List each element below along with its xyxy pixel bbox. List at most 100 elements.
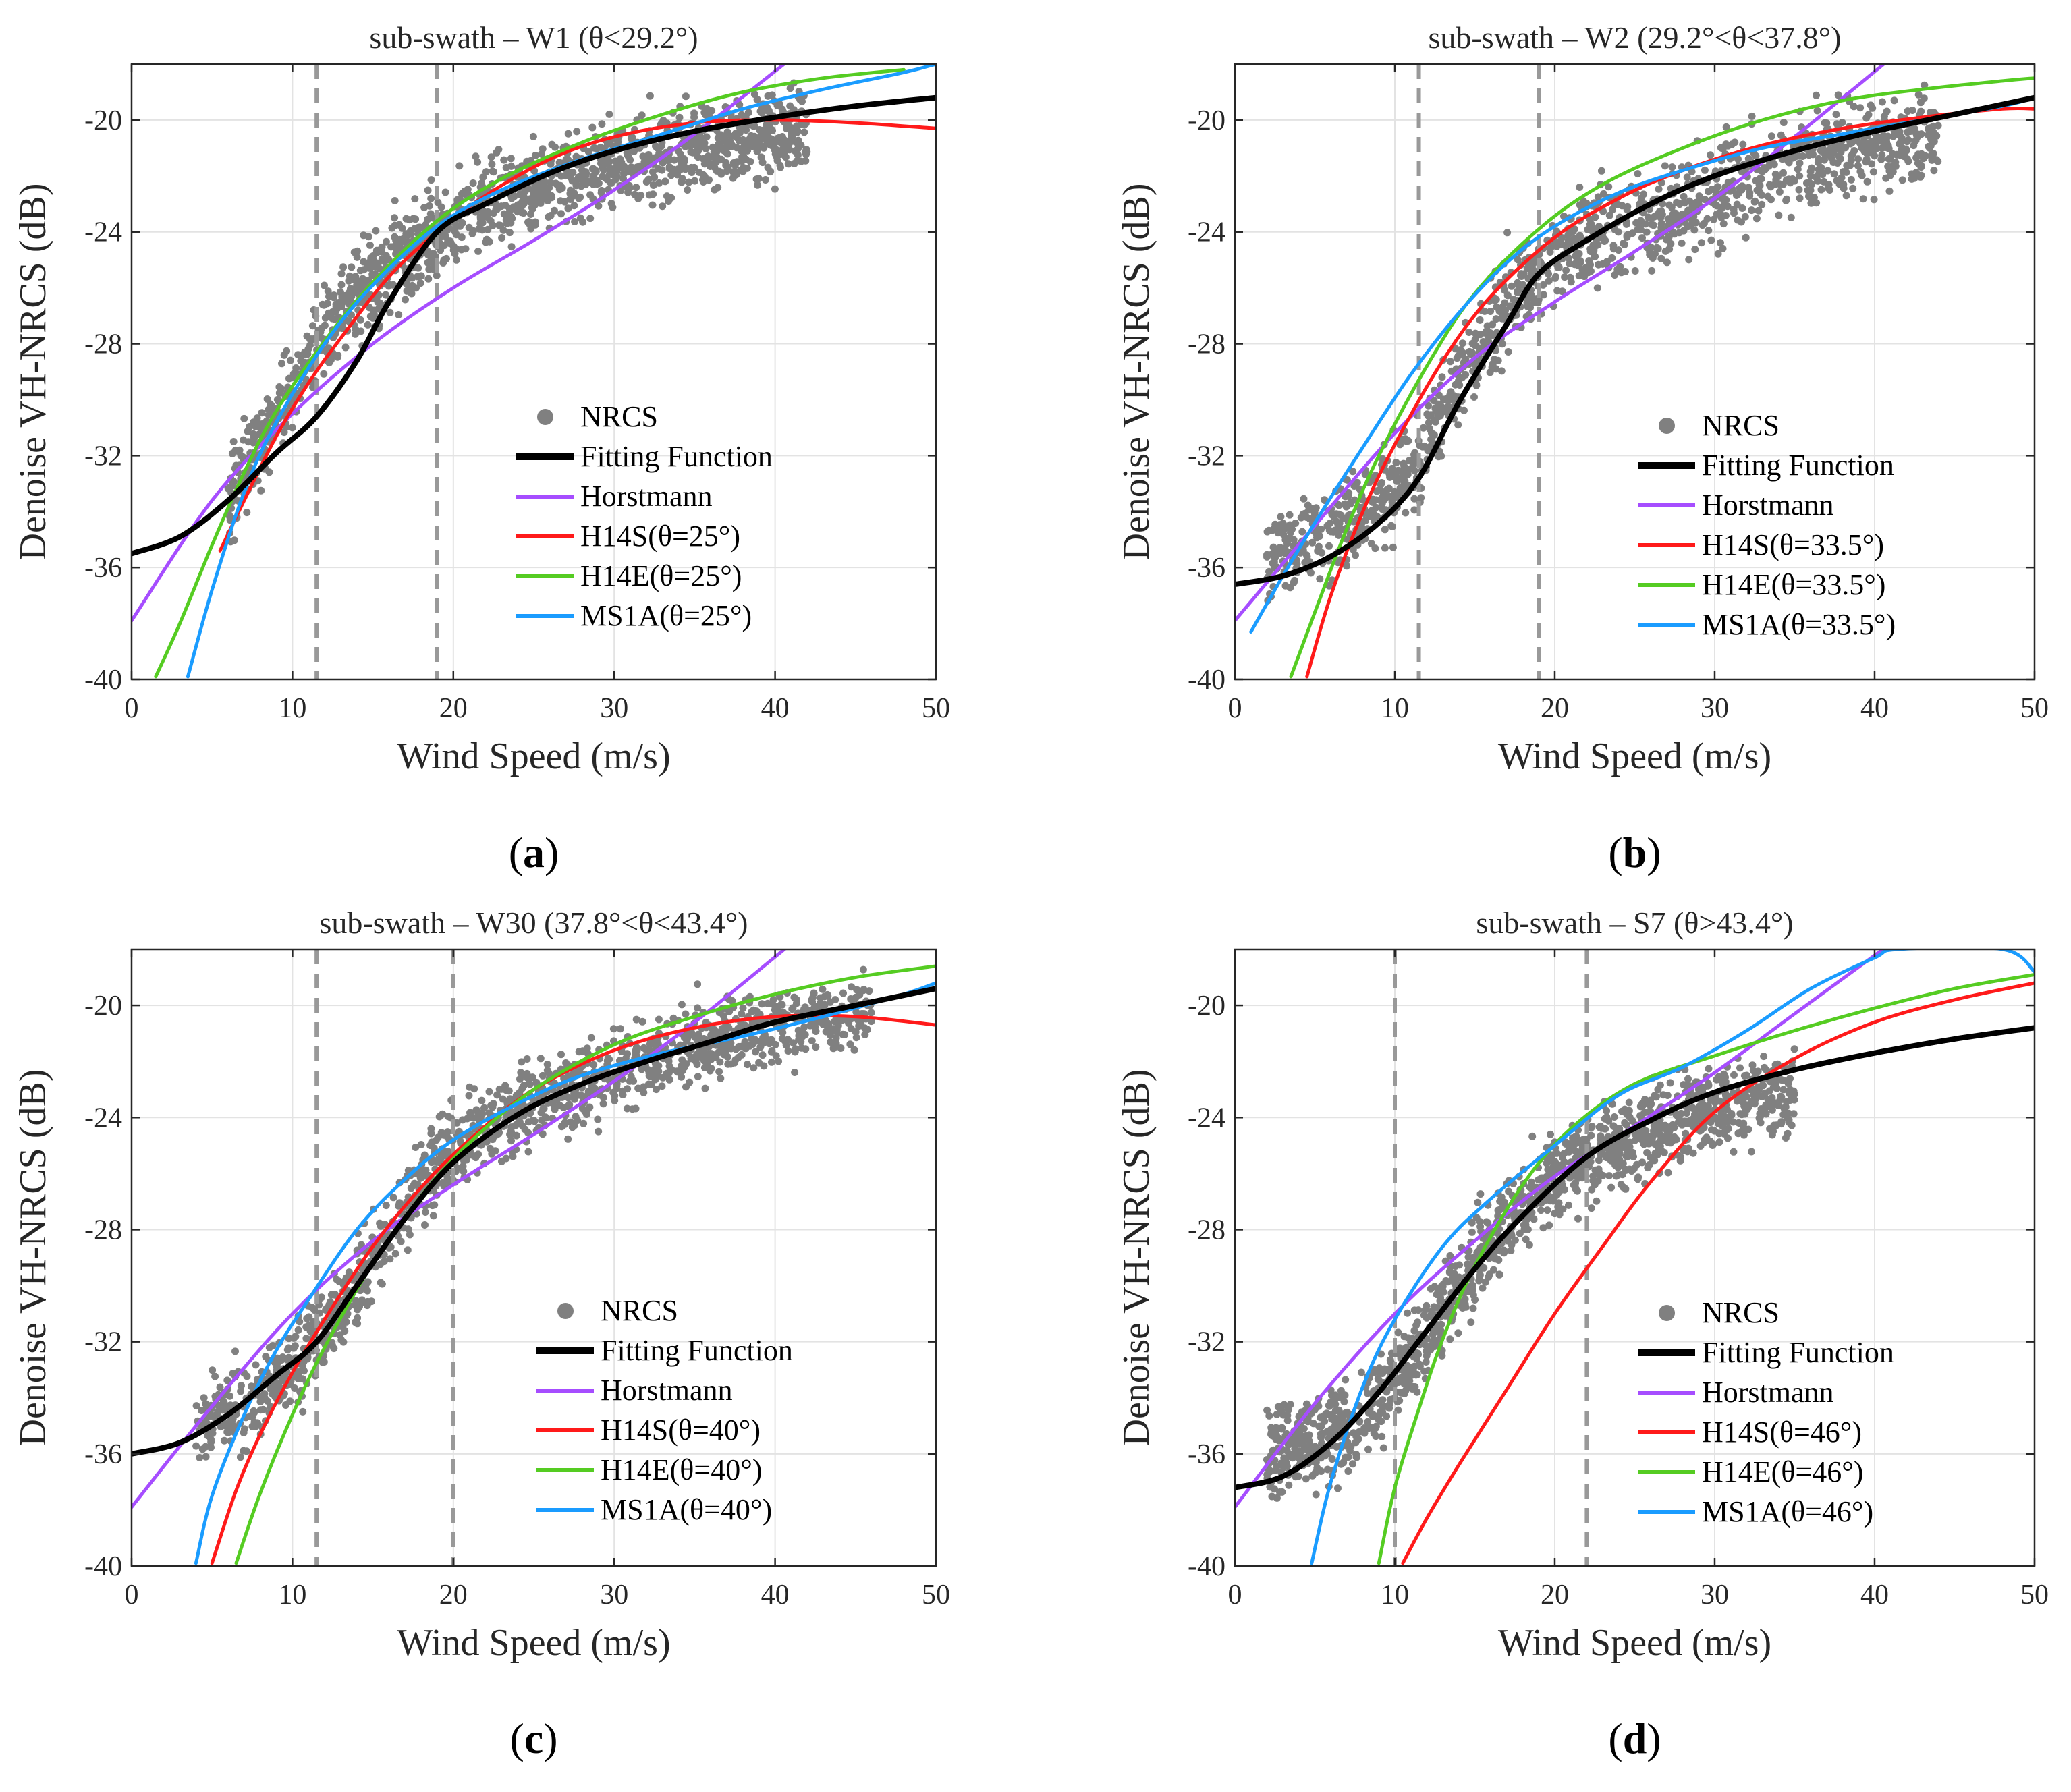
series-line-h14e	[1289, 76, 2035, 679]
nrcs-point	[1318, 549, 1326, 557]
legend-marker-nrcs	[1659, 418, 1675, 434]
nrcs-point	[1439, 395, 1447, 403]
nrcs-point	[1580, 273, 1589, 281]
nrcs-point	[1849, 184, 1857, 192]
nrcs-point	[1286, 584, 1294, 592]
legend-entry: Fitting Function	[601, 1334, 793, 1367]
nrcs-point	[1300, 495, 1308, 503]
nrcs-point	[580, 1119, 588, 1127]
nrcs-point	[1896, 132, 1904, 139]
nrcs-point	[364, 233, 372, 241]
nrcs-point	[731, 1056, 740, 1064]
nrcs-point	[211, 1372, 219, 1380]
nrcs-point	[817, 994, 825, 1002]
nrcs-point	[378, 1280, 386, 1288]
nrcs-point	[1767, 196, 1775, 204]
nrcs-point	[498, 1157, 505, 1165]
nrcs-point	[221, 1405, 229, 1413]
nrcs-point	[1827, 154, 1835, 162]
nrcs-point	[330, 291, 338, 300]
nrcs-point	[1350, 482, 1358, 490]
nrcs-point	[422, 1166, 430, 1174]
nrcs-point	[380, 1258, 388, 1266]
nrcs-point	[723, 149, 731, 157]
chart-title: sub-swath – W1 (θ<29.2°)	[369, 20, 698, 55]
nrcs-point	[498, 234, 506, 242]
nrcs-point	[800, 128, 808, 136]
nrcs-point	[1427, 411, 1435, 419]
chart-title: sub-swath – W30 (37.8°<θ<43.4°)	[320, 905, 748, 940]
nrcs-point	[406, 1231, 414, 1239]
nrcs-point	[1670, 230, 1678, 238]
plot-content	[132, 64, 936, 679]
nrcs-point	[632, 1051, 639, 1059]
nrcs-point	[1454, 421, 1462, 429]
nrcs-point	[536, 198, 544, 206]
nrcs-point	[632, 1015, 640, 1024]
chart-title: sub-swath – W2 (29.2°<θ<37.8°)	[1429, 20, 1842, 55]
nrcs-point	[1718, 203, 1726, 211]
nrcs-point	[1298, 528, 1306, 536]
legend-entry: H14E(θ=40°)	[601, 1453, 762, 1486]
nrcs-point	[237, 451, 245, 459]
nrcs-point	[528, 1117, 536, 1125]
nrcs-point	[1286, 511, 1294, 519]
nrcs-point	[1813, 91, 1820, 99]
nrcs-point	[595, 202, 603, 210]
nrcs-point	[678, 1056, 686, 1064]
nrcs-point	[1908, 170, 1916, 178]
nrcs-point	[841, 1031, 849, 1038]
nrcs-point	[1867, 101, 1875, 109]
nrcs-point	[1826, 186, 1834, 194]
nrcs-point	[469, 1114, 476, 1122]
nrcs-point	[1634, 225, 1642, 233]
nrcs-point	[403, 280, 411, 288]
nrcs-point	[1425, 443, 1433, 451]
nrcs-point	[440, 1131, 448, 1139]
nrcs-point	[597, 189, 605, 197]
nrcs-point	[675, 113, 684, 121]
nrcs-point	[267, 400, 274, 408]
nrcs-point	[257, 486, 265, 495]
nrcs-point	[499, 226, 507, 234]
nrcs-point	[634, 1084, 642, 1092]
nrcs-point	[771, 1040, 779, 1048]
nrcs-point	[1574, 235, 1582, 244]
nrcs-point	[1898, 176, 1906, 184]
nrcs-point	[1813, 199, 1821, 207]
nrcs-point	[734, 134, 742, 142]
nrcs-point	[704, 1050, 712, 1058]
nrcs-point	[1292, 520, 1300, 527]
nrcs-point	[1263, 551, 1271, 559]
nrcs-point	[369, 252, 377, 260]
nrcs-point	[1682, 1129, 1690, 1138]
nrcs-point	[337, 270, 346, 278]
nrcs-point	[777, 1000, 785, 1008]
nrcs-point	[395, 311, 403, 318]
nrcs-point	[1701, 196, 1709, 204]
plot-area	[1235, 949, 2035, 1566]
nrcs-point	[676, 165, 684, 173]
nrcs-point	[632, 1104, 640, 1113]
nrcs-point	[1669, 211, 1677, 219]
nrcs-point	[1349, 468, 1357, 476]
nrcs-point	[1279, 527, 1287, 535]
nrcs-point	[713, 148, 721, 157]
nrcs-point	[223, 1376, 231, 1384]
nrcs-point	[348, 263, 356, 271]
nrcs-point	[758, 159, 767, 167]
nrcs-point	[398, 224, 406, 232]
nrcs-point	[469, 179, 477, 187]
nrcs-point	[752, 1007, 761, 1015]
y-tick-label: -36	[84, 1439, 122, 1470]
nrcs-point	[382, 1202, 390, 1210]
nrcs-point	[1590, 252, 1598, 260]
nrcs-point	[1387, 522, 1396, 530]
y-tick-label: -36	[1188, 553, 1225, 584]
nrcs-point	[670, 156, 678, 164]
nrcs-point	[599, 1100, 607, 1108]
nrcs-point	[1310, 509, 1319, 517]
nrcs-point	[1507, 1247, 1515, 1254]
nrcs-point	[1333, 517, 1341, 526]
y-tick-label: -24	[84, 217, 122, 248]
